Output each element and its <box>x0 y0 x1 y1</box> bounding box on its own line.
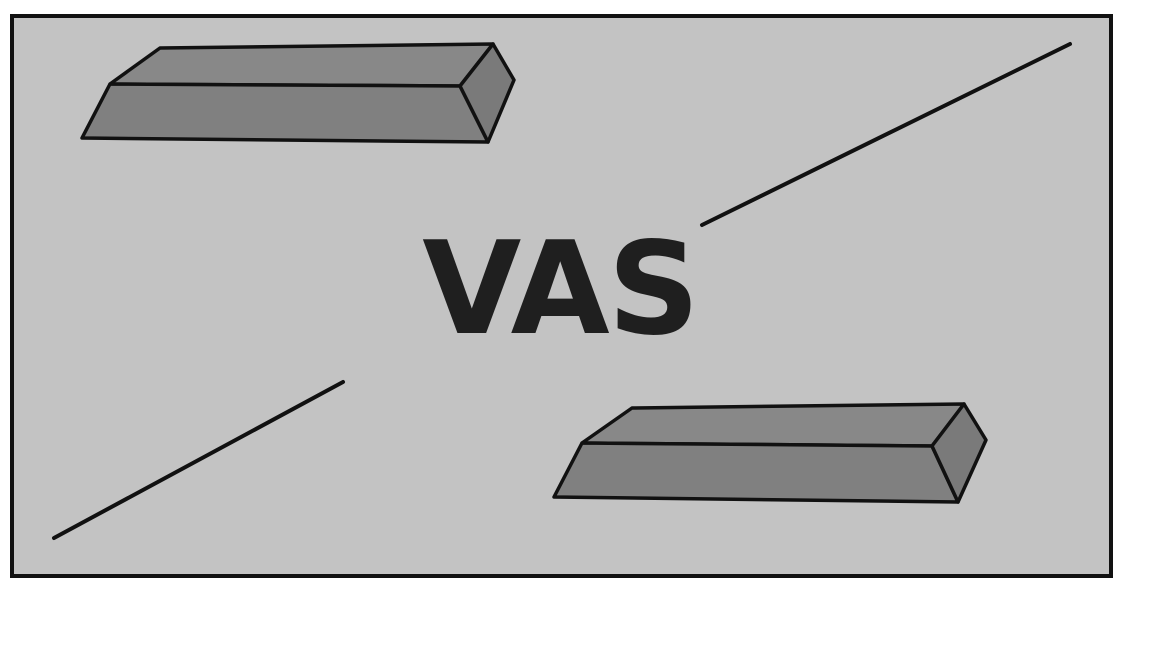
bar-bottom-right <box>552 402 988 504</box>
bar-bottom-right-end-face <box>930 402 988 504</box>
bar-top-left <box>80 42 516 144</box>
bar-bottom-right-front-face <box>552 441 960 504</box>
bar-top-left-end-face <box>458 42 516 144</box>
bar-top-left-front-face <box>80 82 490 144</box>
diagonal-line-upper <box>700 42 1072 227</box>
bar-top-left-top-face <box>108 42 495 88</box>
diagonal-line-lower <box>52 380 345 540</box>
vas-label: VAS <box>422 215 700 364</box>
bar-bottom-right-top-face <box>580 402 966 448</box>
